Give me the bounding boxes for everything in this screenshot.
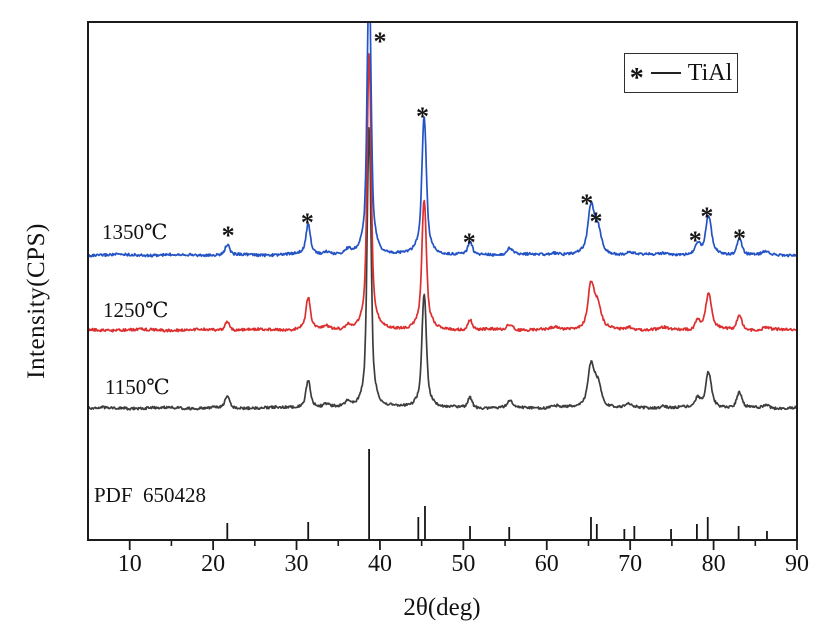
xrd-curve-1150 [89,126,796,411]
pdf-reference-label: PDF 650428 [94,483,207,507]
x-axis-ticks [128,541,798,550]
x-axis-label: 2θ(deg) [403,594,481,621]
x-tick-label: 20 [201,551,226,577]
legend-line-sample [650,72,681,74]
x-tick-label: 90 [785,551,809,577]
peak-asterisk: * [373,27,386,56]
x-tick-label: 80 [701,551,726,577]
x-tick-label: 50 [451,551,476,577]
legend-phase-label: TiAl [687,59,733,86]
y-axis-label: Intensity(CPS) [23,223,50,379]
x-tick-label: 60 [534,551,559,577]
plot-frame [87,21,798,541]
peak-asterisk: * [222,221,235,250]
peak-asterisk: * [733,224,746,253]
peak-asterisk: * [589,207,602,236]
x-tick-label: 10 [117,551,142,577]
peak-asterisk: * [416,102,429,131]
x-tick-label: 30 [284,551,309,577]
peak-asterisk: * [463,228,476,257]
series-label-1250: 1250℃ [103,298,169,322]
xrd-curve-1350 [89,23,796,258]
xrd-curves [89,23,796,411]
x-tick-label: 70 [618,551,643,577]
peak-asterisk: * [700,202,713,231]
peak-asterisk: * [580,189,593,218]
legend-box: * TiAl [624,53,738,93]
x-tick-label: 40 [367,551,392,577]
peak-asterisk: * [301,208,314,237]
xrd-curve-1250 [89,53,796,333]
pdf-reference-sticks [226,449,768,539]
peak-asterisk-markers: * ********* [222,27,746,257]
series-label-1150: 1150℃ [105,375,170,399]
series-label-1350: 1350℃ [102,220,168,244]
legend-asterisk-marker: * [629,63,644,94]
peak-asterisk: * [689,226,702,255]
